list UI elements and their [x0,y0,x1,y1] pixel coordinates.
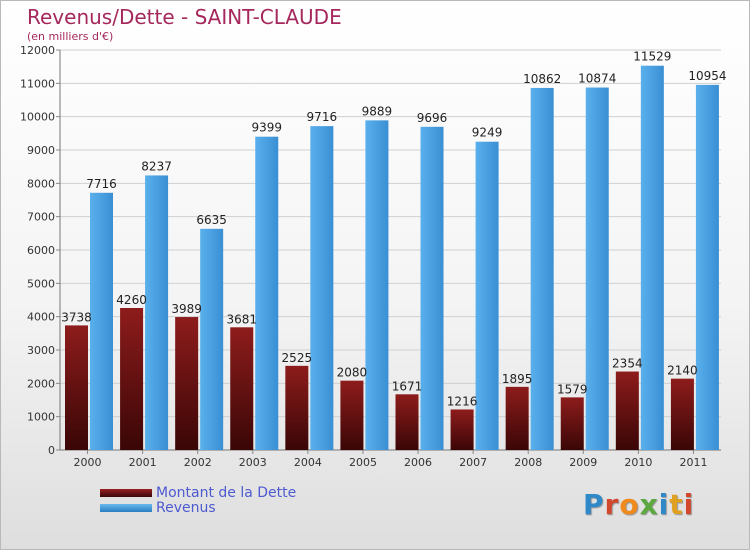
bar-debt [560,397,584,450]
data-label-revenue: 9249 [472,126,503,140]
data-label-debt: 2354 [612,357,643,371]
chart-title: Revenus/Dette - SAINT-CLAUDE [27,5,342,29]
y-tick-label: 11000 [20,77,55,90]
data-label-debt: 3681 [226,312,257,326]
bar-debt [450,409,474,450]
bar-revenue [365,120,389,450]
legend-swatch-debt [100,489,152,497]
bar-debt [670,378,694,450]
y-tick-label: 3000 [27,344,55,357]
data-label-revenue: 10874 [578,72,616,86]
legend-label-debt: Montant de la Dette [156,485,297,501]
bar-revenue [255,136,279,450]
x-tick-label: 2001 [129,456,157,469]
legend-label-revenue: Revenus [156,500,216,516]
y-tick-label: 8000 [27,177,55,190]
bar-debt [120,308,144,450]
logo-letter: t [669,488,684,521]
x-tick-label: 2008 [514,456,542,469]
bar-revenue [585,87,609,451]
logo-letter: o [619,488,640,521]
chart-subtitle: (en milliers d'€) [27,30,114,43]
x-tick-label: 2007 [459,456,487,469]
y-tick-label: 7000 [27,211,55,224]
data-label-revenue: 9696 [417,111,448,125]
data-label-revenue: 9716 [307,110,338,124]
data-label-debt: 1579 [557,382,588,396]
data-label-debt: 3989 [171,302,202,316]
y-tick-label: 10000 [20,111,55,124]
y-tick-label: 0 [48,444,55,457]
x-tick-label: 2003 [239,456,267,469]
bar-revenue [310,126,334,450]
x-tick-label: 2002 [184,456,212,469]
data-label-debt: 1216 [447,394,478,408]
bar-revenue [145,175,169,450]
data-label-revenue: 11529 [633,50,671,64]
bar-debt [340,380,364,450]
bar-debt [65,325,88,450]
data-label-revenue: 8237 [141,159,172,173]
x-tick-label: 2004 [294,456,322,469]
logo-letter: P [583,488,605,521]
bar-revenue [695,84,719,450]
data-label-debt: 2140 [667,364,698,378]
bar-debt [395,394,419,450]
bar-revenue [420,126,444,451]
bar-debt [230,327,254,450]
x-tick-label: 2010 [624,456,652,469]
legend-swatch-revenue [100,504,152,512]
data-label-revenue: 10954 [688,69,726,83]
data-label-debt: 4260 [116,293,147,307]
bar-revenue [90,192,113,451]
logo-letter: r [604,488,620,521]
bar-debt [285,365,309,450]
bar-revenue [530,87,554,450]
bar-revenue [640,65,664,450]
bar-debt [175,317,199,450]
data-label-debt: 1671 [392,379,423,393]
y-tick-label: 12000 [20,44,55,57]
logo-letter: i [658,488,670,521]
data-label-revenue: 10862 [523,72,561,86]
x-tick-label: 2006 [404,456,432,469]
x-tick-label: 2000 [74,456,102,469]
x-tick-label: 2005 [349,456,377,469]
data-label-revenue: 6635 [196,213,227,227]
data-label-debt: 2525 [282,351,313,365]
y-tick-label: 9000 [27,144,55,157]
bar-revenue [200,228,224,450]
y-tick-label: 2000 [27,377,55,390]
bar-revenue [475,141,499,450]
data-label-debt: 2080 [337,366,368,380]
data-label-revenue: 9889 [362,104,393,118]
y-tick-label: 6000 [27,244,55,257]
logo-letter: x [639,488,659,521]
proxiti-logo: Proxiti [583,488,694,521]
data-label-debt: 3738 [61,310,92,324]
y-tick-label: 4000 [27,311,55,324]
x-tick-label: 2009 [569,456,597,469]
x-tick-label: 2011 [679,456,707,469]
bar-debt [505,386,529,450]
y-tick-label: 1000 [27,411,55,424]
y-tick-label: 5000 [27,277,55,290]
data-label-debt: 1895 [502,372,533,386]
bar-debt [615,371,639,450]
data-label-revenue: 9399 [251,121,282,135]
logo-letter: i [683,488,695,521]
data-label-revenue: 7716 [86,177,117,191]
